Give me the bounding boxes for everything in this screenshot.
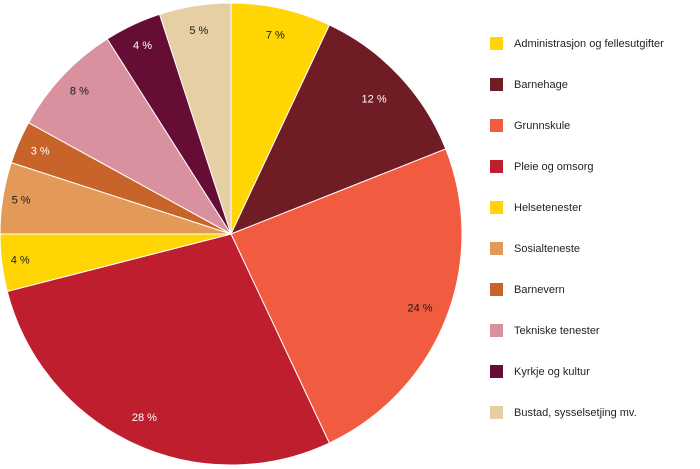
legend-swatch xyxy=(490,324,503,337)
legend-swatch xyxy=(490,406,503,419)
legend-swatch xyxy=(490,365,503,378)
legend-label: Grunnskule xyxy=(514,119,571,132)
legend-item: Grunnskule xyxy=(490,119,664,132)
pie-slice-grunnskule xyxy=(230,148,463,444)
slice-percent-label: 8 % xyxy=(70,86,89,98)
legend-item: Sosialteneste xyxy=(490,242,664,255)
legend-item: Administrasjon og fellesutgifter xyxy=(490,37,664,50)
legend-label: Barnevern xyxy=(514,283,565,296)
legend-label: Administrasjon og fellesutgifter xyxy=(514,37,664,50)
slice-percent-label: 5 % xyxy=(189,25,208,37)
slice-percent-label: 12 % xyxy=(362,94,387,106)
slice-percent-label: 28 % xyxy=(132,412,157,424)
legend-swatch xyxy=(490,160,503,173)
legend-item: Pleie og omsorg xyxy=(490,160,664,173)
legend: Administrasjon og fellesutgifter Barnehag… xyxy=(490,37,664,419)
legend-swatch xyxy=(490,119,503,132)
pie-slice-bustad-sysselsetjing-mv xyxy=(158,2,232,235)
legend-label: Bustad, sysselsetjing mv. xyxy=(514,406,637,419)
legend-item: Barnehage xyxy=(490,78,664,91)
slice-percent-label: 4 % xyxy=(11,255,30,267)
legend-item: Kyrkje og kultur xyxy=(490,365,664,378)
legend-swatch xyxy=(490,201,503,214)
pie-slice-barnehage xyxy=(230,24,447,235)
legend-label: Sosialteneste xyxy=(514,242,581,255)
legend-swatch xyxy=(490,78,503,91)
pie-slice-tekniske-tenester xyxy=(27,38,232,235)
legend-item: Bustad, sysselsetjing mv. xyxy=(490,406,664,419)
pie-slice-pleie-og-omsorg xyxy=(6,233,331,466)
slice-percent-label: 5 % xyxy=(12,195,31,207)
legend-swatch xyxy=(490,242,503,255)
legend-item: Helsetenester xyxy=(490,201,664,214)
legend-label: Helsetenester xyxy=(514,201,582,214)
slice-percent-label: 3 % xyxy=(31,145,50,157)
legend-label: Barnehage xyxy=(514,78,568,91)
pie-slice-administrasjon-og-fellesutgifter xyxy=(230,2,331,235)
legend-label: Tekniske tenester xyxy=(514,324,600,337)
legend-label: Kyrkje og kultur xyxy=(514,365,590,378)
legend-label: Pleie og omsorg xyxy=(514,160,594,173)
legend-item: Barnevern xyxy=(490,283,664,296)
slice-percent-label: 4 % xyxy=(133,40,152,52)
slice-percent-label: 24 % xyxy=(407,303,432,315)
legend-swatch xyxy=(490,283,503,296)
legend-item: Tekniske tenester xyxy=(490,324,664,337)
legend-swatch xyxy=(490,37,503,50)
slice-percent-label: 7 % xyxy=(266,30,285,42)
